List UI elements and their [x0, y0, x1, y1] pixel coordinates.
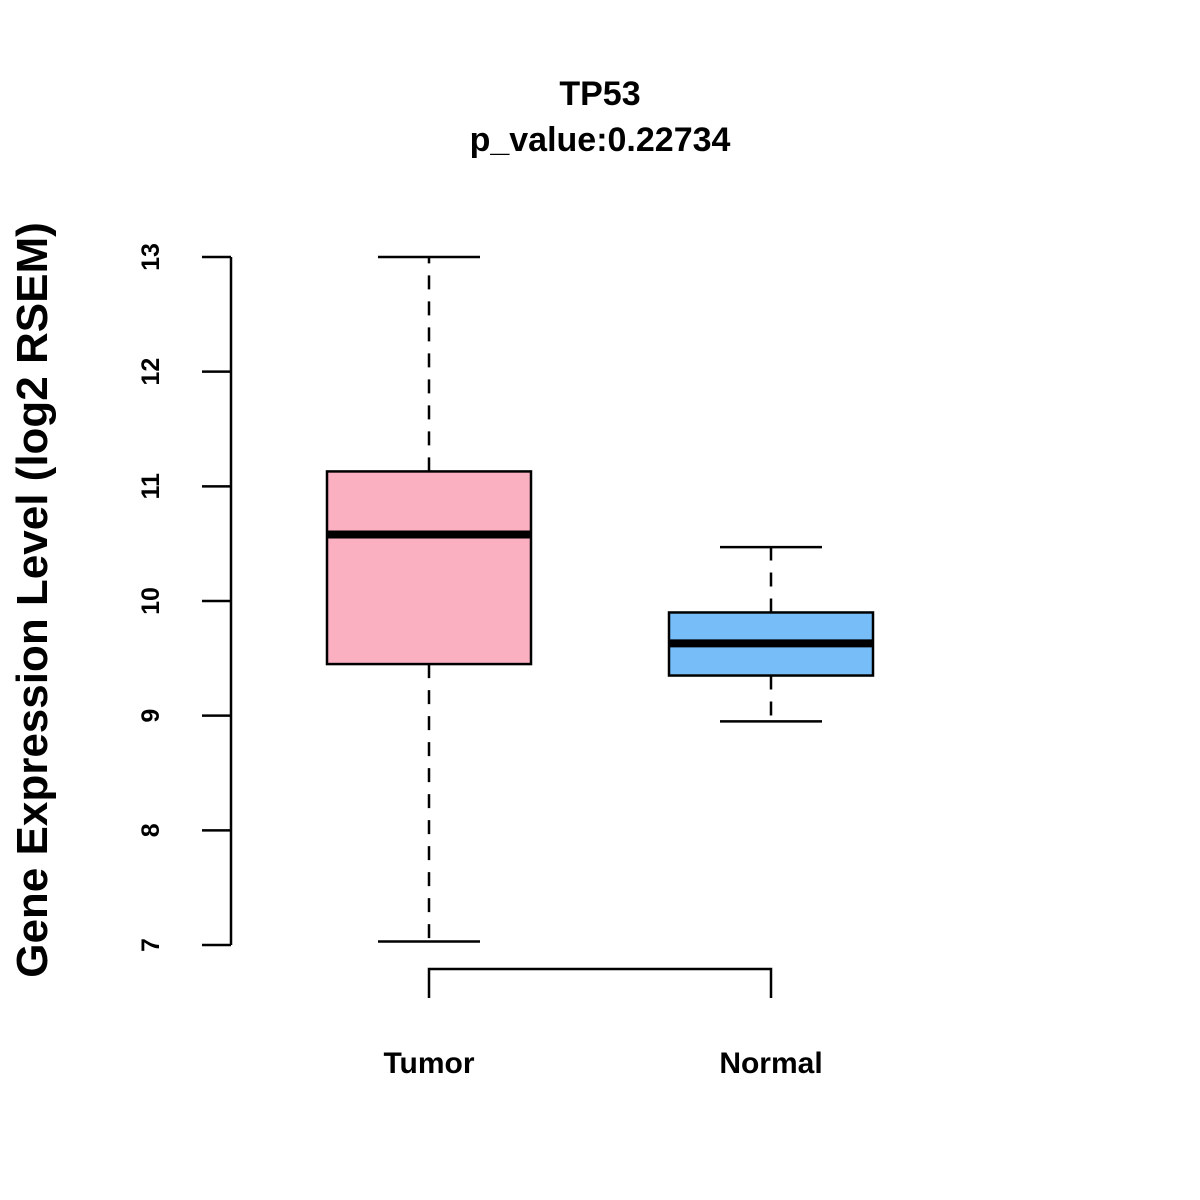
chart-subtitle: p_value:0.22734 [470, 121, 731, 159]
y-axis-label: Gene Expression Level (log2 RSEM) [8, 222, 57, 978]
tumor-iqr-box [325, 470, 533, 666]
box-series [325, 255, 875, 943]
bracket-line [427, 967, 773, 998]
y-tick-label: 13 [137, 243, 165, 271]
x-label-normal: Normal [719, 1047, 822, 1080]
y-axis-ticks: 7 8 9 10 11 12 13 [137, 243, 231, 952]
y-tick-label: 8 [137, 823, 165, 837]
y-tick-label: 7 [137, 938, 165, 952]
y-tick-label: 10 [137, 587, 165, 615]
x-label-tumor: Tumor [383, 1047, 474, 1080]
y-tick-label: 9 [137, 709, 165, 723]
y-tick-label: 11 [137, 473, 165, 500]
box-tumor [325, 255, 533, 943]
box-normal [667, 545, 875, 723]
chart-title: TP53 [559, 75, 640, 113]
comparison-bracket [427, 967, 773, 998]
y-tick-label: 12 [137, 358, 165, 386]
x-axis-labels: Tumor Normal [383, 1047, 822, 1080]
